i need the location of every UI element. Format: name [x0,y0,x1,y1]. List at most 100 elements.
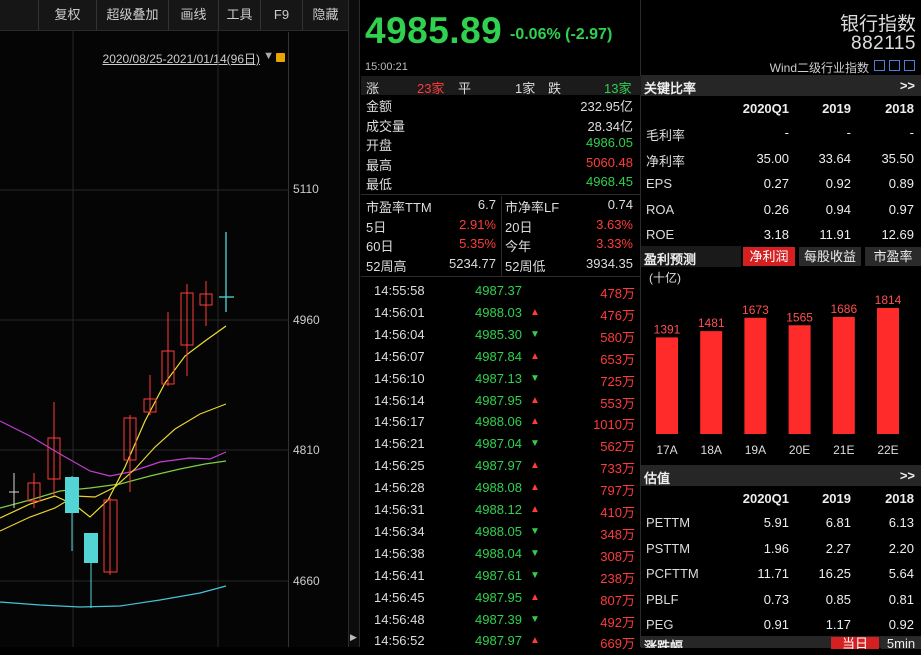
tab-pe[interactable]: 市盈率 [865,247,921,266]
price-tick-label: 4960 [293,313,320,327]
tick-row[interactable]: 14:56:14 4987.95 ▲ 553万 [361,393,641,415]
tick-row[interactable]: 14:56:34 4988.05 ▼ 348万 [361,524,641,546]
stat-value: 5234.77 [449,256,496,272]
tick-row[interactable]: 14:56:25 4987.97 ▲ 733万 [361,458,641,480]
tick-price: 4988.05 [475,523,522,539]
toolbar-super-overlay-button[interactable]: 超级叠加 [96,0,168,30]
tick-time: 14:56:10 [374,370,425,386]
tick-row[interactable]: 14:56:04 4985.30 ▼ 580万 [361,327,641,349]
table-row: PETTM 5.91 6.81 6.13 [641,515,921,539]
table-row: PCFTTM 11.71 16.25 5.64 [641,566,921,590]
toolbar-hide-button[interactable]: 隐藏 [302,0,348,30]
breadth-up-count: 23家 [417,81,445,96]
tick-time: 14:56:34 [374,523,425,539]
tick-row[interactable]: 14:56:41 4987.61 ▼ 238万 [361,568,641,590]
tab-net-profit[interactable]: 净利润 [743,247,795,266]
edit-icon[interactable] [874,60,885,71]
tick-price: 4987.37 [475,283,522,298]
tick-row[interactable]: 14:56:38 4988.04 ▼ 308万 [361,546,641,568]
table-cell: 33.64 [818,150,851,166]
tick-row[interactable]: 14:56:01 4988.03 ▲ 476万 [361,305,641,327]
tick-row[interactable]: 14:56:07 4987.84 ▲ 653万 [361,349,641,371]
dropdown-arrow-icon[interactable]: ▼ [263,50,274,62]
toolbar-fuquan-button[interactable]: 复权 [38,0,96,30]
forecast-bar-value: 1814 [875,293,902,307]
price-axis: 5110 4960 4810 4660 [288,32,349,647]
key-ratios-header[interactable]: 关键比率 >> [641,75,921,96]
tick-row[interactable]: 14:56:52 4987.97 ▲ 669万 [361,633,641,655]
last-price: 4985.89 [365,10,503,51]
forecast-bar-value: 1686 [830,302,857,316]
price-tick-label: 5110 [293,182,319,196]
tick-row[interactable]: 14:56:28 4988.08 ▲ 797万 [361,480,641,502]
forecast-bar-value: 1673 [742,303,769,317]
arrow-up-icon: ▲ [530,416,540,428]
table-cell: 5.91 [763,515,789,530]
tick-time: 14:56:38 [374,545,425,561]
toolbar-draw-line-button[interactable]: 画线 [168,0,218,30]
table-cell: 1.96 [763,540,789,556]
more-link[interactable]: >> [899,78,915,93]
candles [9,232,234,608]
column-divider [501,196,502,276]
toolbar-tools-button[interactable]: 工具 [218,0,260,30]
breadth-down-count: 13家 [604,81,632,96]
stat-value: 3934.35 [586,256,633,272]
arrow-up-icon: ▲ [530,394,540,406]
row-label: 毛利率 [646,128,686,143]
tick-row[interactable]: 14:56:45 4987.95 ▲ 807万 [361,590,641,612]
price-change: -0.06% (-2.97) [510,26,613,43]
table-row: 毛利率 - - - [641,125,921,149]
table-cell: 1.17 [825,617,851,632]
collapse-arrow-icon[interactable]: ▶ [350,632,357,642]
divider [361,194,641,195]
forecast-category-label: 22E [877,443,898,457]
tick-row[interactable]: 14:56:21 4987.04 ▼ 562万 [361,436,641,458]
valuation-title: 估值 [644,471,671,486]
tick-row[interactable]: 14:56:17 4988.06 ▲ 1010万 [361,414,641,436]
row-label: PSTTM [646,540,691,556]
tick-time: 14:56:14 [374,392,425,408]
forecast-bar-chart: 1391 17A 1481 18A 1673 19A 1565 20E 1686 21E 1814 2… [654,293,902,457]
tick-row[interactable]: 14:56:31 4988.12 ▲ 410万 [361,502,641,524]
table-cell: 6.13 [888,515,914,530]
settings-icon[interactable] [904,60,915,71]
tick-volume: 553万 [600,395,635,411]
tick-row[interactable]: 14:56:48 4987.39 ▼ 492万 [361,612,641,634]
stat-value: 5.35% [459,236,496,252]
tick-time: 14:56:21 [374,436,425,452]
tick-row[interactable]: 14:55:58 4987.37 478万 [361,283,641,305]
stat-value: 3.33% [596,236,633,252]
candlestick-plot[interactable] [0,30,288,647]
tab-today[interactable]: 当日 [831,637,879,649]
lock-icon[interactable] [276,53,285,62]
stat-label: 市盈率TTM [366,200,432,215]
toolbar-f9-button[interactable]: F9 [260,0,302,30]
quote-stat-row: 最低 4968.45 [361,174,641,194]
table-cell: 2.27 [825,540,851,556]
more-link[interactable]: >> [899,468,915,483]
table-cell: 12.69 [881,227,914,242]
table-cell: 2.20 [888,540,914,556]
breadth-down-label: 跌 [548,81,562,96]
tick-row[interactable]: 14:56:10 4987.13 ▼ 725万 [361,371,641,393]
tick-time: 14:56:04 [374,326,425,342]
date-range-text[interactable]: 2020/08/25-2021/01/14(96日) [102,52,260,66]
stat-value: 2.91% [459,216,496,232]
table-cell: 0.73 [763,591,789,607]
kline-chart-pane[interactable]: 复权 超级叠加 画线 工具 F9 隐藏 2020/08/25-2021/01/1… [0,0,348,647]
tab-5min[interactable]: 5min [881,637,921,649]
arrow-up-icon: ▲ [530,482,540,494]
key-ratios-title: 关键比率 [644,81,697,96]
valuation-header[interactable]: 估值 >> [641,465,921,486]
link-icon[interactable] [889,60,900,71]
stat-value: 3.63% [596,216,633,232]
arrow-down-icon: ▼ [530,438,540,450]
tab-eps[interactable]: 每股收益 [799,247,861,266]
table-row: EPS 0.27 0.92 0.89 [641,176,921,200]
pane-splitter[interactable]: ▶ [348,0,360,647]
valuation-stat-row: 52周高 5234.77 52周低 3934.35 [361,256,641,276]
stat-value: 28.34亿 [587,118,633,134]
tick-price: 4987.61 [475,567,522,583]
valuation-stat-row: 60日 5.35% 今年 3.33% [361,236,641,256]
